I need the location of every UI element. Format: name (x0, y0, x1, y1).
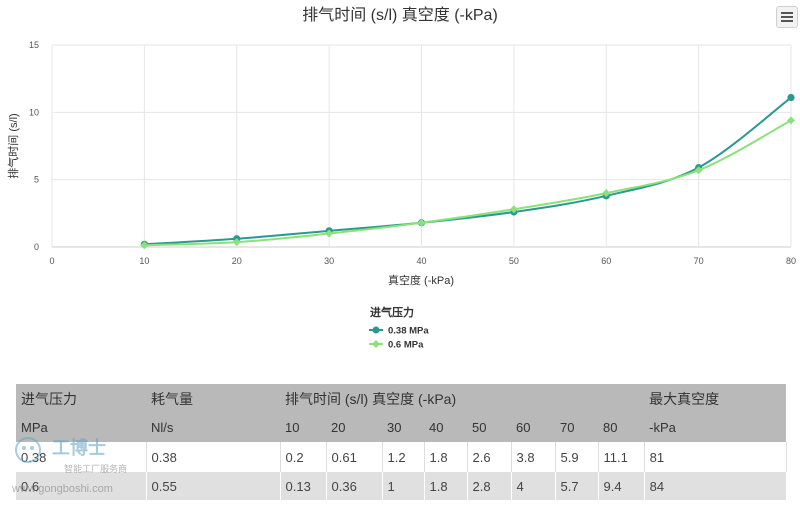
x-tick-label: 20 (232, 256, 242, 266)
data-point (787, 116, 795, 125)
spec-table: 进气压力 耗气量 排气时间 (s/l) 真空度 (-kPa) 最大真空度 MPa… (16, 384, 787, 500)
header-consumption: 耗气量 (146, 384, 280, 413)
x-tick-label: 10 (139, 256, 149, 266)
header-max-vacuum: 最大真空度 (644, 384, 787, 413)
series-2 (140, 116, 795, 250)
x-axis-label: 真空度 (-kPa) (388, 273, 454, 287)
data-point (694, 166, 703, 175)
cell-time: 4 (511, 472, 556, 500)
header-pressure: 进气压力 (16, 384, 146, 413)
series-layer (140, 93, 795, 250)
cell-time: 0.2 (280, 442, 327, 472)
cell-consumption: 0.55 (146, 472, 281, 500)
grid-lines (51, 44, 792, 248)
data-point (787, 93, 795, 102)
table-unit-row: MPa Nl/s 10 20 30 40 50 60 70 80 -kPa (16, 413, 787, 442)
chart-title: 排气时间 (s/l) 真空度 (-kPa) (302, 6, 498, 24)
cell-max-vacuum: 84 (644, 472, 787, 500)
cell-time: 1.8 (424, 442, 468, 472)
time-col: 30 (382, 413, 424, 442)
cell-time: 2.8 (467, 472, 512, 500)
x-tick-label: 30 (324, 256, 334, 266)
data-point (417, 218, 426, 227)
data-point (140, 241, 149, 250)
cell-time: 1 (382, 472, 425, 500)
y-axis-ticks: 0 5 10 15 (29, 40, 39, 252)
cell-time: 3.8 (511, 442, 556, 472)
unit-max-vacuum: -kPa (644, 413, 787, 442)
data-point (602, 189, 611, 198)
legend-label: 0.6 MPa (388, 340, 424, 351)
table-row: 0.6 0.55 0.13 0.36 1 1.8 2.8 4 5.7 9.4 8… (16, 472, 787, 500)
table-header-row: 进气压力 耗气量 排气时间 (s/l) 真空度 (-kPa) 最大真空度 (16, 384, 787, 413)
y-tick-label: 15 (29, 40, 39, 50)
cell-time: 1.8 (424, 472, 468, 500)
time-col: 20 (326, 413, 382, 442)
time-col: 40 (424, 413, 467, 442)
x-tick-label: 0 (49, 256, 54, 266)
cell-time: 0.61 (326, 442, 383, 472)
x-axis-ticks: 0 10 20 30 40 50 60 70 80 (49, 256, 796, 266)
header-time: 排气时间 (s/l) 真空度 (-kPa) (280, 384, 645, 413)
cell-time: 2.6 (467, 442, 512, 472)
legend-title: 进气压力 (370, 305, 414, 319)
data-point (325, 229, 334, 238)
x-tick-label: 80 (786, 256, 796, 266)
y-tick-label: 5 (34, 175, 39, 185)
cell-time: 11.1 (598, 442, 645, 472)
cell-time: 1.2 (382, 442, 425, 472)
y-axis-label: 排气时间 (s/l) (6, 113, 20, 178)
legend: 进气压力 0.38 MPa 0.6 MPa (369, 305, 429, 351)
cell-time: 0.36 (326, 472, 383, 500)
x-tick-label: 70 (694, 256, 704, 266)
cell-time: 5.7 (555, 472, 599, 500)
cell-max-vacuum: 81 (644, 442, 787, 472)
cell-time: 0.13 (280, 472, 327, 500)
time-col: 80 (598, 413, 645, 442)
chart: 排气时间 (s/l) 真空度 (-kPa) 0 10 20 30 40 50 60 70 80 … (6, 6, 796, 351)
data-point (509, 205, 518, 214)
cell-consumption: 0.38 (146, 442, 281, 472)
unit-consumption: Nl/s (146, 413, 280, 442)
hamburger-menu-icon[interactable] (776, 6, 798, 28)
x-tick-label: 50 (509, 256, 519, 266)
time-col: 70 (555, 413, 598, 442)
time-col: 60 (511, 413, 555, 442)
time-col: 50 (467, 413, 511, 442)
legend-label: 0.38 MPa (388, 326, 429, 337)
cell-time: 5.9 (555, 442, 599, 472)
table-row: 0.38 0.38 0.2 0.61 1.2 1.8 2.6 3.8 5.9 1… (16, 442, 787, 472)
legend-marker (372, 340, 380, 348)
time-col: 10 (280, 413, 326, 442)
x-tick-label: 60 (601, 256, 611, 266)
cell-pressure: 0.38 (16, 442, 147, 472)
data-point (232, 238, 241, 247)
y-tick-label: 0 (34, 242, 39, 252)
y-tick-label: 10 (29, 107, 39, 117)
legend-marker (372, 326, 380, 334)
cell-pressure: 0.6 (16, 472, 147, 500)
unit-pressure: MPa (16, 413, 146, 442)
x-tick-label: 40 (416, 256, 426, 266)
series-line (144, 96, 792, 246)
cell-time: 9.4 (598, 472, 645, 500)
series-line (144, 119, 792, 247)
